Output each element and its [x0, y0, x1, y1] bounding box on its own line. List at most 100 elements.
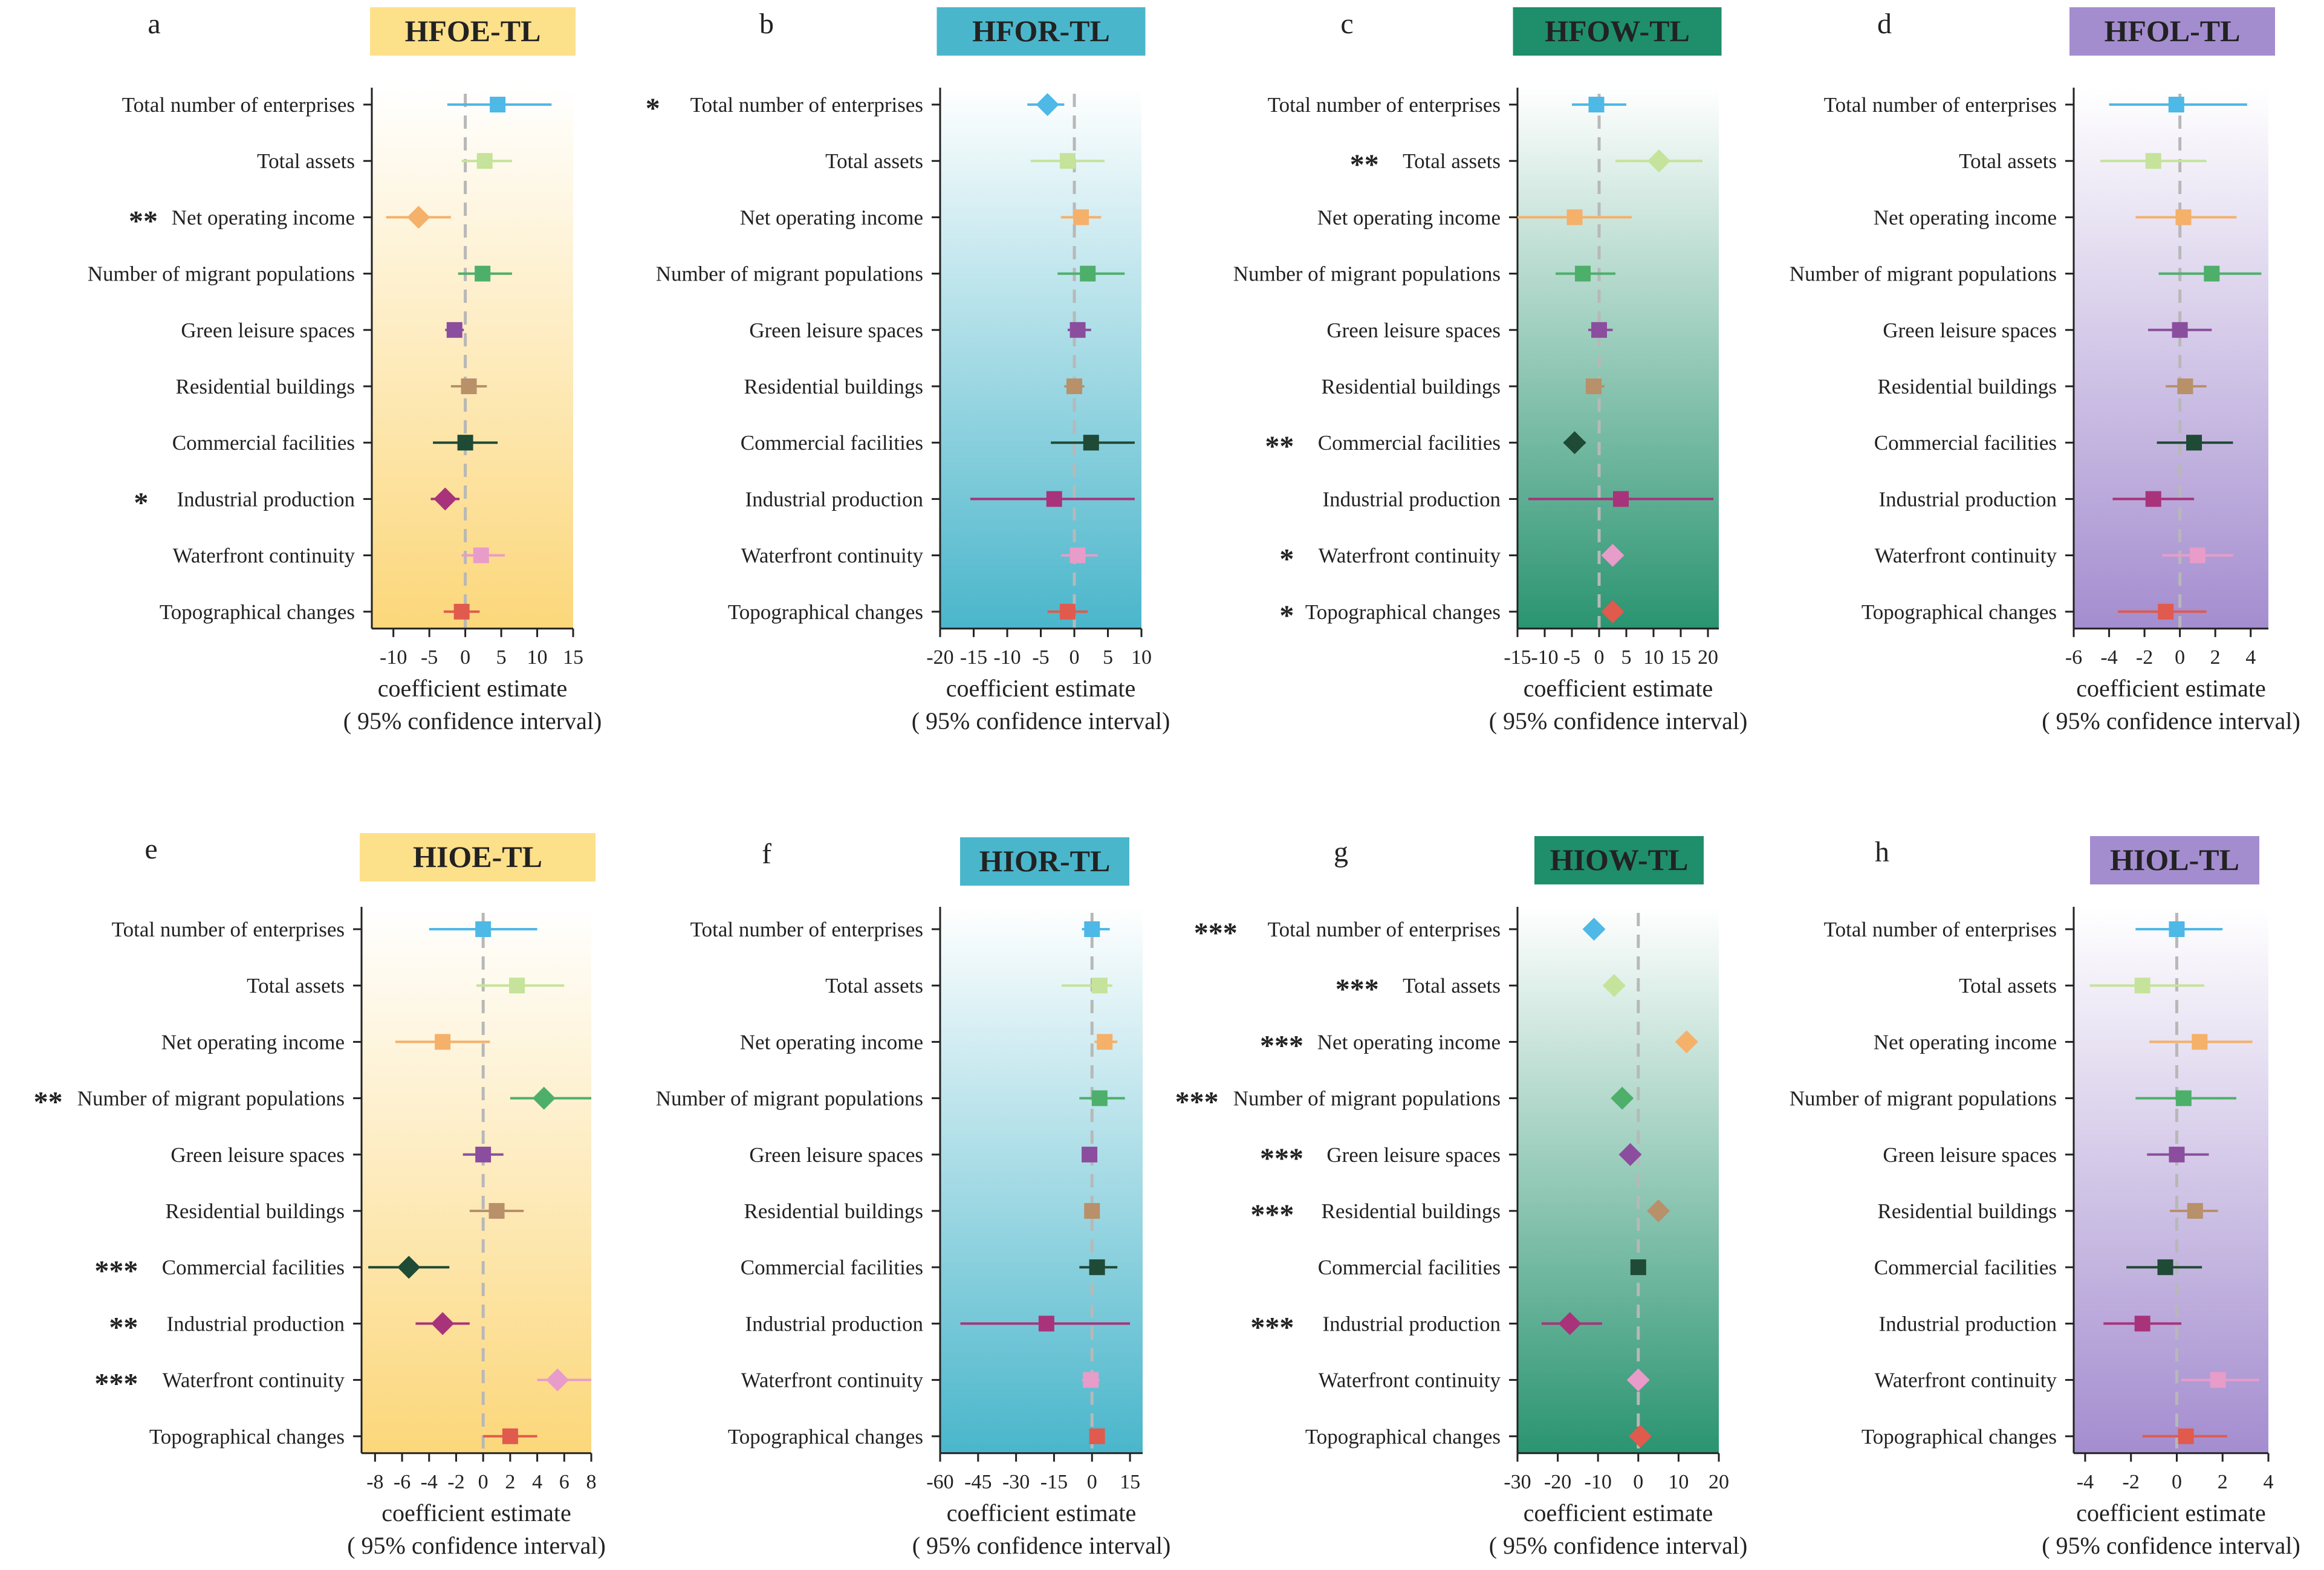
x-tick-label: -10 — [1531, 646, 1558, 669]
panel-f: f HIOR-TL -60 -45 -30 -15 0 15 coefficient estim… — [656, 837, 1170, 1559]
estimate-marker-square — [1591, 322, 1607, 338]
estimate-marker-square — [1084, 921, 1100, 937]
x-tick-label: 2 — [505, 1471, 515, 1493]
x-axis-label: coefficient estimate — [378, 675, 568, 702]
variable-label: Total assets — [825, 149, 923, 173]
variable-label: Total assets — [1403, 974, 1501, 997]
variable-label: Total number of enterprises — [122, 93, 355, 117]
panel-letter: c — [1340, 8, 1353, 40]
panel-title-box — [1534, 836, 1704, 884]
estimate-marker-diamond — [1563, 431, 1586, 455]
estimate-marker-square — [475, 921, 492, 937]
estimate-marker-square — [435, 1034, 451, 1050]
x-tick-label: 10 — [527, 646, 548, 669]
x-tick-label: -15 — [960, 646, 987, 669]
variable-label: Waterfront continuity — [163, 1369, 345, 1392]
x-tick-label: -6 — [394, 1471, 411, 1493]
estimate-marker-diamond — [1602, 974, 1626, 997]
variable-label: Number of migrant populations — [656, 262, 923, 286]
estimate-marker-square — [2145, 153, 2161, 169]
estimate-marker-square — [509, 978, 525, 994]
variable-label: Net operating income — [1874, 206, 2057, 229]
variable-label: Total assets — [825, 974, 923, 997]
x-tick-label: -30 — [1504, 1471, 1531, 1493]
plot-background — [2074, 907, 2268, 1453]
x-tick-label: -10 — [993, 646, 1021, 669]
estimate-marker-square — [2204, 265, 2220, 282]
estimate-marker-diamond — [431, 1312, 455, 1335]
plot-background — [940, 907, 1143, 1453]
x-axis-label: coefficient estimate — [947, 1499, 1137, 1526]
plot-background — [372, 88, 573, 629]
estimate-marker-square — [453, 603, 470, 620]
variable-label: Residential buildings — [744, 1199, 923, 1223]
panel-title: HIOE-TL — [413, 840, 542, 874]
x-tick-label: -15 — [1040, 1471, 1068, 1493]
x-tick-label: 0 — [1594, 646, 1605, 669]
variable-label: Topographical changes — [1861, 1425, 2057, 1448]
variable-label: Net operating income — [161, 1030, 345, 1054]
estimate-marker-square — [1059, 153, 1076, 169]
variable-label: Number of migrant populations — [77, 1087, 345, 1111]
estimate-marker-square — [1083, 1372, 1099, 1388]
estimate-marker-square — [475, 265, 491, 282]
panel-title-box — [360, 833, 596, 881]
x-tick-label: -20 — [1544, 1471, 1571, 1493]
estimate-marker-square — [488, 1203, 505, 1219]
significance-stars: ** — [34, 1086, 63, 1118]
x-tick-label: 2 — [2210, 646, 2221, 669]
variable-label: Number of migrant populations — [1790, 1087, 2057, 1111]
variable-label: Total number of enterprises — [1268, 918, 1501, 941]
significance-stars: *** — [1194, 917, 1238, 949]
estimate-marker-square — [2192, 1034, 2208, 1050]
variable-label: Industrial production — [745, 487, 923, 511]
estimate-marker-square — [1082, 1146, 1098, 1163]
panel-title: HIOR-TL — [979, 844, 1111, 878]
x-axis-sublabel: ( 95% confidence interval) — [1489, 1532, 1748, 1559]
plot-background — [940, 88, 1141, 629]
x-tick-label: -60 — [926, 1471, 953, 1493]
variable-label: Total number of enterprises — [690, 93, 923, 117]
x-tick-label: 10 — [1131, 646, 1152, 669]
estimate-marker-square — [2157, 1259, 2173, 1276]
variable-label: Residential buildings — [1877, 1199, 2057, 1223]
estimate-marker-square — [2134, 978, 2150, 994]
variable-label: Industrial production — [1322, 487, 1501, 511]
significance-stars: *** — [94, 1255, 138, 1287]
variable-label: Commercial facilities — [1874, 431, 2057, 455]
x-tick-label: -4 — [2077, 1471, 2094, 1493]
variable-label: Total number of enterprises — [1824, 93, 2057, 117]
x-tick-label: 15 — [1120, 1471, 1140, 1493]
x-axis-label: coefficient estimate — [2076, 675, 2266, 702]
estimate-marker-square — [475, 1146, 492, 1163]
variable-label: Net operating income — [740, 1030, 923, 1054]
estimate-marker-diamond — [1629, 1424, 1652, 1448]
variable-label: Green leisure spaces — [1326, 1143, 1501, 1167]
variable-label: Topographical changes — [1861, 600, 2057, 624]
estimate-marker-square — [1038, 1315, 1054, 1332]
x-tick-label: 4 — [532, 1471, 542, 1493]
panel-d: d HFOL-TL -6 -4 -2 0 2 4 coefficient estimate ( 9… — [1790, 7, 2300, 735]
variable-label: Number of migrant populations — [656, 1087, 923, 1111]
estimate-marker-diamond — [1675, 1030, 1698, 1054]
x-tick-label: 0 — [2175, 646, 2185, 669]
estimate-marker-diamond — [1036, 93, 1059, 116]
panel-h: h HIOL-TL -4 -2 0 2 4 coefficient estimate ( 95%… — [1790, 836, 2300, 1559]
variable-label: Waterfront continuity — [1875, 1369, 2057, 1392]
estimate-marker-square — [473, 547, 489, 563]
significance-stars: ** — [1350, 149, 1379, 181]
estimate-marker-diamond — [546, 1368, 570, 1392]
variable-label: Total number of enterprises — [1824, 918, 2057, 941]
variable-label: Topographical changes — [728, 600, 923, 624]
variable-label: Green leisure spaces — [1326, 319, 1501, 342]
significance-stars: *** — [1175, 1086, 1219, 1118]
variable-label: Topographical changes — [160, 600, 355, 624]
panel-title-box — [2090, 836, 2259, 884]
x-axis-label: coefficient estimate — [1524, 675, 1713, 702]
variable-label: Total assets — [257, 149, 355, 173]
panel-e: e HIOE-TL -8 -6 -4 -2 0 2 4 6 8 coefficient estimat… — [34, 833, 606, 1559]
estimate-marker-square — [1613, 491, 1629, 507]
estimate-marker-square — [502, 1428, 518, 1444]
panel-c: c HFOW-TL -15 -10 -5 0 5 10 15 20 coefficient esti… — [1233, 7, 1747, 735]
estimate-marker-diamond — [1601, 600, 1625, 623]
